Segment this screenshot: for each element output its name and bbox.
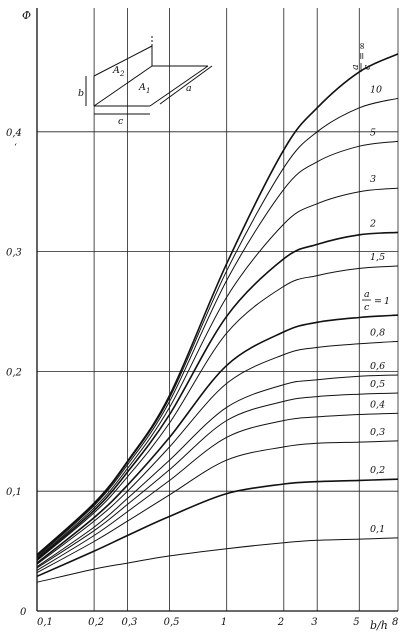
x-tick-label: 0,2 [88,617,104,628]
svg-text:1: 1 [384,296,390,307]
svg-text:1: 1 [146,87,150,95]
geometry-inset: A 2 A 1 a b c [78,36,213,127]
x-tick-label: 0,1 [37,617,53,628]
series-line [36,440,399,574]
svg-text:A: A [112,65,120,76]
svg-text:=: = [357,52,368,60]
series-line [36,537,399,583]
series-line [36,265,399,562]
y-tick-label: 0,1 [6,487,22,498]
series-line [36,478,399,578]
y-tick-labels: 0 0,1 0,2 0,3 0,4 [6,128,27,618]
x-tick-label: 0,5 [164,617,180,628]
series-line [36,340,399,565]
svg-text:a: a [350,64,361,70]
series-label: 0,4 [370,399,385,410]
x-axis-title: b/h [370,619,388,632]
series-line [36,231,399,561]
svg-text:c: c [364,302,370,313]
x-tick-label: 2 [277,617,284,628]
y-tick-label: 0,3 [6,248,22,259]
y-tick-label: 0 [20,607,27,618]
svg-text:A: A [138,82,146,93]
x-tick-label: 1 [221,617,227,628]
series-label: 5 [370,127,376,138]
series-label: 10 [370,84,382,95]
series-label: 0,3 [370,427,385,438]
series-label: 0,5 [370,379,385,390]
y-axis-title: Φ [22,9,31,22]
series-label: 1,5 [370,252,385,263]
svg-text:=: = [374,296,382,307]
series-label: 0,8 [370,327,385,338]
svg-text:∞: ∞ [357,42,368,50]
series-labels: 10 5 3 2 1,5 0,8 0,6 0,5 0,4 0,3 0,2 0,1 [369,84,385,535]
svg-text:a: a [186,83,192,94]
series-label: 0,2 [370,465,385,476]
series-line [36,53,399,556]
side-mark: ‘ [14,142,17,153]
x-tick-label: 8 [392,617,398,628]
x-tick-labels: 0,1 0,2 0,3 0,5 1 2 3 5 8 [37,617,398,628]
svg-text:a: a [364,289,370,300]
series-line [36,374,399,568]
svg-text:c: c [362,64,373,70]
ratio-header-one: a c = 1 [362,289,390,313]
series-label: 0,1 [370,524,385,535]
series-line [36,140,399,558]
x-tick-label: 0,3 [122,617,138,628]
series-line [36,314,399,564]
series-label: 0,6 [370,361,385,372]
x-tick-label: 5 [353,617,359,628]
series-line [36,412,399,571]
svg-text:c: c [118,116,124,127]
series-label: 2 [369,218,376,229]
axes [36,8,398,612]
svg-text:2: 2 [119,70,125,78]
y-tick-label: 0,2 [6,367,22,378]
ratio-header-infinity: a c = ∞ [350,42,373,72]
svg-text:b: b [78,88,84,99]
x-tick-label: 3 [311,617,317,628]
series-line [36,187,399,559]
series-line [36,97,399,557]
y-tick-label: 0,4 [6,128,22,139]
series-lines [36,53,399,583]
series-line [36,392,399,569]
series-label: 3 [370,174,376,185]
